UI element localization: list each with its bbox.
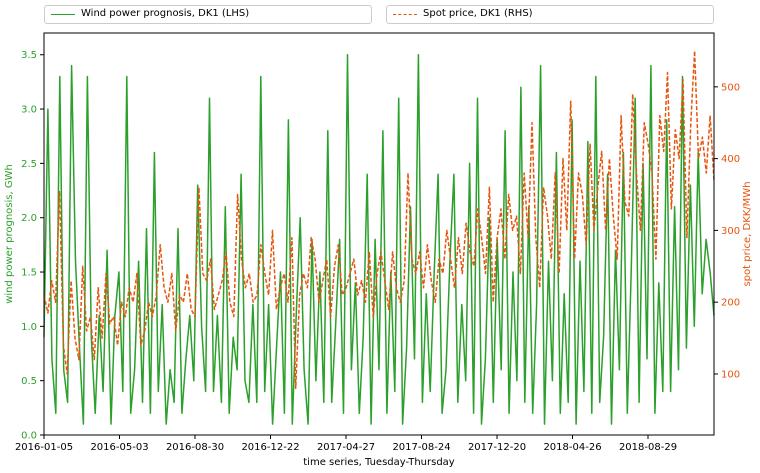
x-tick-label: 2016-05-03	[90, 442, 148, 453]
legend-price: Spot price, DK1 (RHS)	[386, 5, 714, 24]
x-tick-label: 2016-01-05	[15, 442, 73, 453]
legend-price-swatch	[393, 14, 417, 15]
legend-wind-swatch	[51, 14, 75, 15]
legend-wind: Wind power prognosis, DK1 (LHS)	[44, 5, 372, 24]
right-tick-label: 200	[721, 298, 740, 309]
series-layer	[43, 50, 715, 425]
left-tick-label: 2.0	[21, 213, 37, 224]
left-axis-label: wind power prognosis, GWh	[4, 164, 15, 304]
right-tick-label: 400	[721, 154, 740, 165]
x-tick-label: 2017-04-27	[317, 442, 375, 453]
x-tick-label: 2017-08-24	[392, 442, 450, 453]
x-tick-label: 2016-12-22	[241, 442, 299, 453]
series-line-wind	[43, 53, 715, 425]
legend-price-label: Spot price, DK1 (RHS)	[423, 8, 533, 19]
legend-wind-label: Wind power prognosis, DK1 (LHS)	[81, 8, 250, 19]
x-tick-label: 2016-08-30	[166, 442, 224, 453]
right-tick-label: 300	[721, 226, 740, 237]
x-axis-label: time series, Tuesday-Thursday	[303, 457, 455, 468]
x-tick-label: 2017-12-20	[468, 442, 526, 453]
right-tick-label: 100	[721, 369, 740, 380]
plot-frame	[43, 32, 715, 436]
x-tick-label: 2018-04-26	[543, 442, 601, 453]
series-line-price	[43, 50, 715, 390]
right-axis-label: spot price, DKK/MWh	[742, 181, 753, 286]
right-tick-label: 500	[721, 82, 740, 93]
axes-layer: 0.0 0.5 1.0 1.5 2.0 2.5 3.0 3.5 100 200 300 400 500 2…	[15, 32, 740, 453]
left-tick-label: 0.0	[21, 431, 37, 442]
left-tick-label: 2.5	[21, 159, 37, 170]
left-tick-label: 1.5	[21, 268, 37, 279]
left-tick-label: 3.5	[21, 50, 37, 61]
left-tick-label: 1.0	[21, 322, 37, 333]
x-tick-label: 2018-08-29	[619, 442, 677, 453]
left-tick-label: 3.0	[21, 105, 37, 116]
left-tick-label: 0.5	[21, 376, 37, 387]
